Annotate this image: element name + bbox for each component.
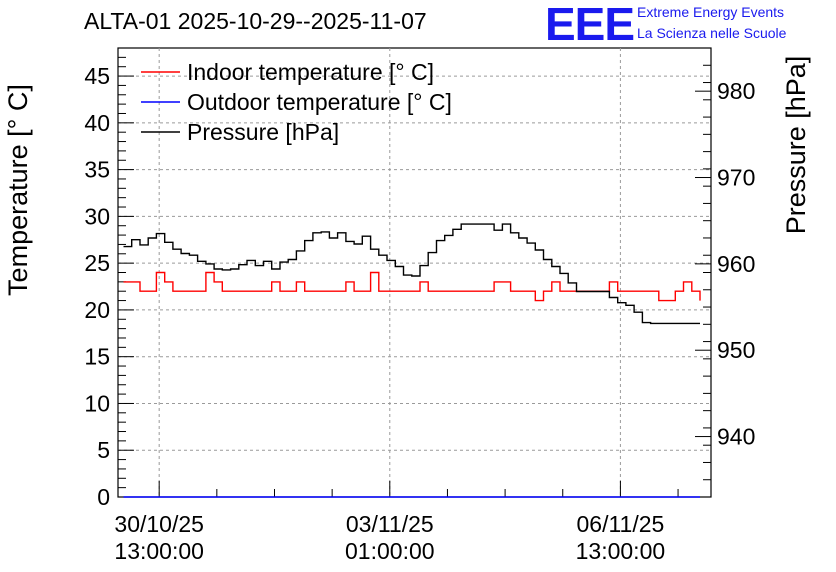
x-tick-date-label: 03/11/25 <box>346 511 434 537</box>
x-tick-date-label: 06/11/25 <box>576 511 664 537</box>
eee-brand: EEE Extreme Energy Events La Scienza nel… <box>545 0 836 50</box>
y2-tick-label: 970 <box>717 165 755 191</box>
series-line-0 <box>123 271 701 302</box>
chart-title: ALTA-01 2025-10-29--2025-11-07 <box>84 8 427 34</box>
legend-label-1: Outdoor temperature [° C] <box>187 89 452 115</box>
y-tick-label: 30 <box>84 203 110 229</box>
series <box>123 223 701 498</box>
y2-tick-label: 980 <box>717 78 755 104</box>
y2-axis-label: Pressure [hPa] <box>781 56 811 235</box>
legend: Indoor temperature [° C] Outdoor temperat… <box>141 59 452 145</box>
eee-logo: EEE <box>545 0 635 50</box>
y-tick-label: 20 <box>84 297 110 323</box>
y2-tick-label: 960 <box>717 251 755 277</box>
brand-line-2: La Scienza nelle Scuole <box>637 25 787 41</box>
y-tick-label: 15 <box>84 344 110 370</box>
axes: 0 5 10 15 20 25 30 35 40 45 940 950 960 970 980 30/10/2… <box>84 56 755 564</box>
x-tick-time-label: 01:00:00 <box>345 538 435 564</box>
brand-line-1: Extreme Energy Events <box>637 4 785 20</box>
series-line-2 <box>123 223 700 325</box>
x-tick-time-label: 13:00:00 <box>114 538 204 564</box>
y-tick-label: 35 <box>84 157 110 183</box>
legend-label-0: Indoor temperature [° C] <box>187 59 434 85</box>
y-axis-label: Temperature [° C] <box>3 84 33 296</box>
y-tick-label: 0 <box>97 484 110 510</box>
y-tick-label: 10 <box>84 390 110 416</box>
x-tick-time-label: 13:00:00 <box>576 538 666 564</box>
y-tick-label: 45 <box>84 63 110 89</box>
y-tick-label: 25 <box>84 250 110 276</box>
x-tick-date-label: 30/10/25 <box>114 511 204 537</box>
y2-tick-label: 940 <box>717 424 755 450</box>
grid <box>118 48 711 497</box>
y-tick-label: 5 <box>97 437 110 463</box>
y-tick-label: 40 <box>84 110 110 136</box>
y2-tick-label: 950 <box>717 337 755 363</box>
legend-label-2: Pressure [hPa] <box>187 119 339 145</box>
